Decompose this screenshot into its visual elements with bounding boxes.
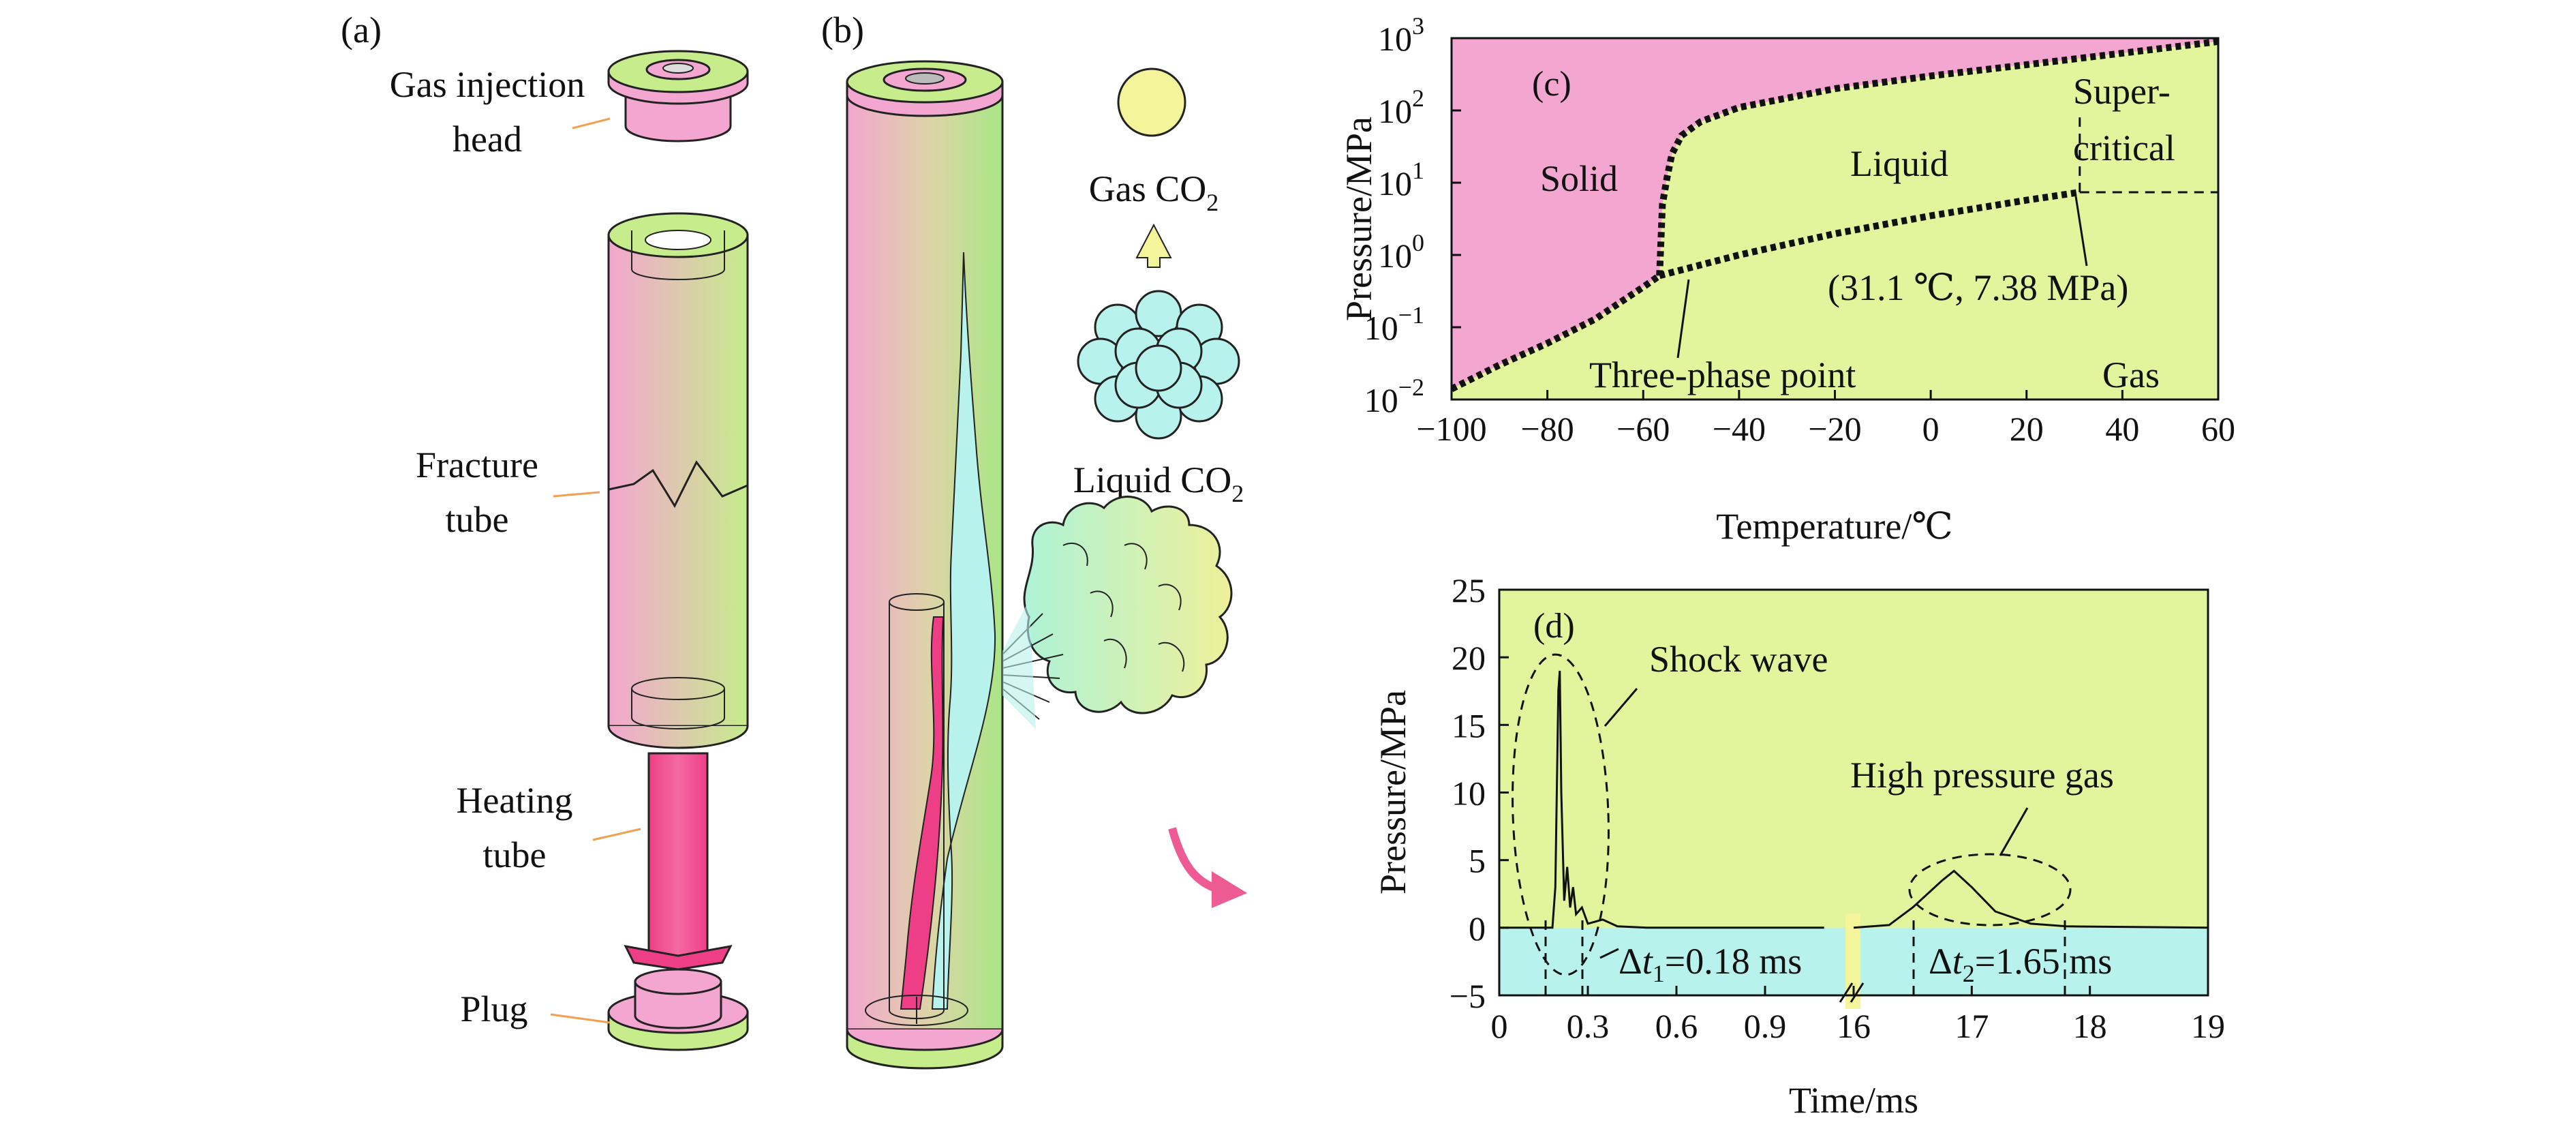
chart-c-x-ticks: −100 −80 −60 −40 −20 0 20 40 60 [1416,390,2235,448]
panel-a-tag: (a) [341,10,382,50]
panel-a: (a) Gas injection head Fracture tube [341,10,749,1051]
chart-c-xlabel: Temperature/℃ [1716,506,1952,547]
chart-d-xtick-label: 18 [2073,1007,2107,1045]
chart-d-ytick-label: 25 [1452,571,1486,609]
vaporization-curve [1658,189,2081,280]
chart-d-xtick-label: 19 [2191,1007,2225,1045]
shock-wave-leader [1604,688,1638,727]
chart-c: −100 −80 −60 −40 −20 0 20 40 60 10−210−110010110… [1338,12,2235,547]
heating-label-line2: tube [483,834,547,875]
shock-wave-label: Shock wave [1649,639,1828,680]
triple-point-leader [1676,279,1690,359]
chart-d-ytick-label: 0 [1469,909,1486,948]
gas-co2-label: Gas CO2 [1089,168,1219,216]
chart-c-xtick-label: −20 [1808,410,1861,448]
chart-d-xtick-label: 17 [1954,1007,1989,1045]
plug-leader [550,1013,611,1024]
gas-injection-label-line1: Gas injection [390,64,585,105]
gas-cloud [1002,496,1233,729]
chart-d-ytick-label: 15 [1452,706,1486,744]
chart-d-tag: (d) [1533,607,1575,646]
panel-b: (b) Gas CO2 Liquid CO2 [821,10,1247,1070]
liquid-co2-cluster [1077,290,1240,440]
chart-c-xtick-label: 60 [2201,410,2235,448]
triple-point-label: Three-phase point [1589,355,1856,395]
panel-b-tag: (b) [821,10,864,50]
supercritical-label-line2: critical [2073,127,2175,168]
sublimation-curve [1452,273,1662,392]
chart-c-ylabel: Pressure/MPa [1338,117,1379,321]
axis-break-slashes [1839,982,1865,1003]
critical-point-label: (31.1 ℃, 7.38 MPa) [1828,267,2128,308]
high-pressure-leader [1999,807,2029,856]
chart-c-xtick-label: 0 [1922,410,1939,448]
chart-c-xtick-label: −100 [1416,410,1486,448]
fracture-label-line1: Fracture [416,444,538,485]
chart-d-xtick-label: 0 [1491,1007,1508,1045]
chart-c-ytick-label: 100 [1378,229,1424,275]
liquid-sphere-12 [1135,344,1182,392]
plug-label: Plug [460,989,527,1029]
dt1-leader [1599,948,1619,959]
device-tube-drawing [846,60,1004,1070]
chart-d-ytick-label: −5 [1450,977,1486,1015]
chart-c-tag: (c) [1532,65,1571,104]
chart-d-background [1499,590,2208,937]
shock-wave-ellipse [1512,653,1610,976]
chart-c-ytick-label: 10−1 [1364,301,1424,347]
chart-d-xtick-label: 0.9 [1744,1007,1787,1045]
plug-drawing [607,968,749,1051]
chart-d-xtick-label: 0.6 [1655,1007,1698,1045]
chart-d-xlabel: Time/ms [1789,1080,1918,1121]
chart-c-xtick-label: −80 [1521,410,1574,448]
chart-d-ylabel: Pressure/MPa [1373,690,1413,894]
dt2-label: Δt2=1.65 ms [1929,941,2112,987]
heating-tube-drawing [624,752,733,971]
chart-c-ytick-label: 102 [1378,85,1424,130]
fracture-label-line2: tube [446,499,509,540]
chart-c-xtick-label: −40 [1713,410,1766,448]
chart-d-y-ticks: −5 0 5 10 15 20 25 [1450,571,1509,1015]
liquid-region-label: Liquid [1850,143,1948,184]
arrow-up-icon [1135,223,1172,268]
chart-c-xtick-label: 20 [2010,410,2044,448]
fracture-leader [553,491,600,498]
heating-label-line1: Heating [457,780,573,821]
fracture-tube-drawing [607,212,749,749]
chart-d-ytick-label: 20 [1452,639,1486,677]
chart-c-xtick-label: 40 [2105,410,2139,448]
chart-c-y-ticks: 10−2 10−1 100 101 102 103 [1364,12,1461,419]
chart-d-x-ticks: 0 0.3 0.6 0.9 16 17 18 19 [1491,986,2225,1045]
chart-c-ytick-label: 103 [1378,12,1424,58]
supercritical-label-line1: Super- [2073,71,2171,112]
liquid-co2-label: Liquid CO2 [1073,459,1244,507]
solid-region [1452,38,2218,389]
chart-d-xtick-label: 16 [1837,1007,1871,1045]
pressure-series-segment-1 [1499,670,1824,929]
pressure-series-segment-2 [1853,869,2209,929]
gas-injection-label-line2: head [453,119,522,160]
chart-c-xtick-label: −60 [1616,410,1670,448]
curved-arrow-icon [1168,827,1247,908]
chart-d-ytick-label: 5 [1469,842,1486,880]
high-pressure-gas-label: High pressure gas [1850,755,2114,796]
solid-region-label: Solid [1540,158,1618,199]
gas-region-label: Gas [2102,355,2160,395]
gas-injection-leader [572,117,611,130]
chart-d-xtick-label: 0.3 [1567,1007,1610,1045]
chart-c-ytick-label: 10−2 [1364,374,1424,419]
heating-leader [592,828,641,841]
gas-co2-bubble [1117,67,1186,137]
gas-injection-head-drawing [607,50,749,142]
axis-break-mark [1845,914,1860,1009]
dt1-label: Δt1=0.18 ms [1619,941,1802,987]
chart-d-ytick-label: 10 [1452,774,1486,813]
chart-c-ytick-label: 101 [1378,157,1424,202]
high-pressure-ellipse [1908,853,2072,926]
critical-point-leader [2074,196,2088,267]
